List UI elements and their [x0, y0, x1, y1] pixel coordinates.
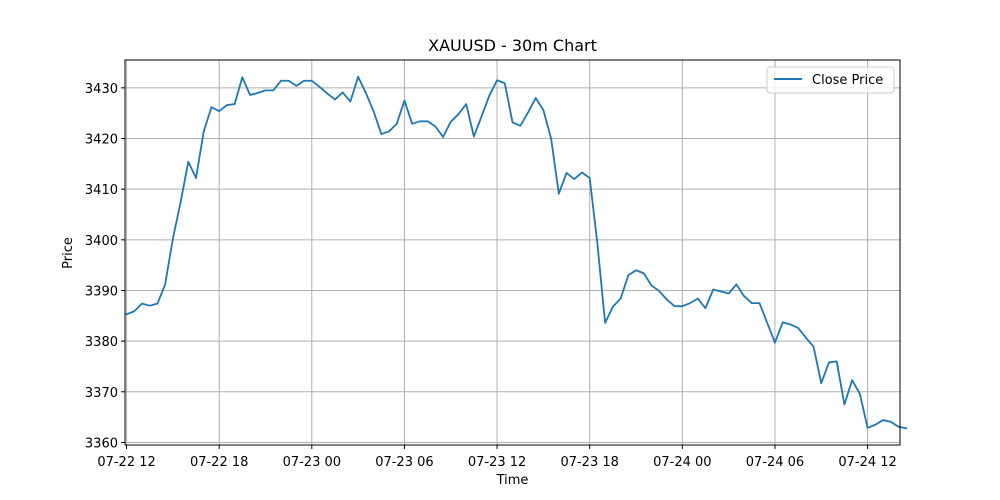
x-tick-label: 07-22 12	[97, 455, 155, 470]
x-tick-label: 07-24 06	[746, 455, 804, 470]
y-axis: 3360 3370 3380 3390 3400 3410 3420 3430	[85, 82, 125, 451]
x-axis: 07-22 12 07-22 18 07-23 00 07-23 06 07-23 12…	[97, 445, 897, 470]
series-line-close-price	[125, 75, 908, 430]
x-tick-label: 07-22 18	[190, 455, 248, 470]
y-tick-label: 3410	[85, 183, 118, 198]
y-tick-label: 3370	[85, 386, 118, 401]
x-tick-label: 07-23 18	[560, 455, 618, 470]
y-tick-label: 3360	[85, 436, 118, 451]
y-tick-label: 3420	[85, 133, 118, 148]
y-tick-label: 3390	[85, 284, 118, 299]
x-tick-label: 07-23 00	[283, 455, 341, 470]
y-axis-label: Price	[61, 237, 76, 269]
legend: Close Price	[766, 66, 895, 94]
series-layer	[125, 75, 908, 430]
plot-frame	[124, 59, 901, 446]
legend-box	[766, 66, 895, 94]
x-tick-label: 07-24 00	[653, 455, 711, 470]
x-tick-label: 07-24 12	[838, 455, 896, 470]
y-tick-label: 3380	[85, 335, 118, 350]
y-tick-label: 3430	[85, 82, 118, 97]
x-tick-label: 07-23 12	[468, 455, 526, 470]
chart-title: XAUUSD - 30m Chart	[428, 36, 597, 55]
legend-label: Close Price	[812, 73, 883, 88]
x-tick-label: 07-23 06	[375, 455, 433, 470]
x-axis-label: Time	[496, 473, 529, 488]
y-tick-label: 3400	[85, 234, 118, 249]
grid	[125, 60, 900, 445]
